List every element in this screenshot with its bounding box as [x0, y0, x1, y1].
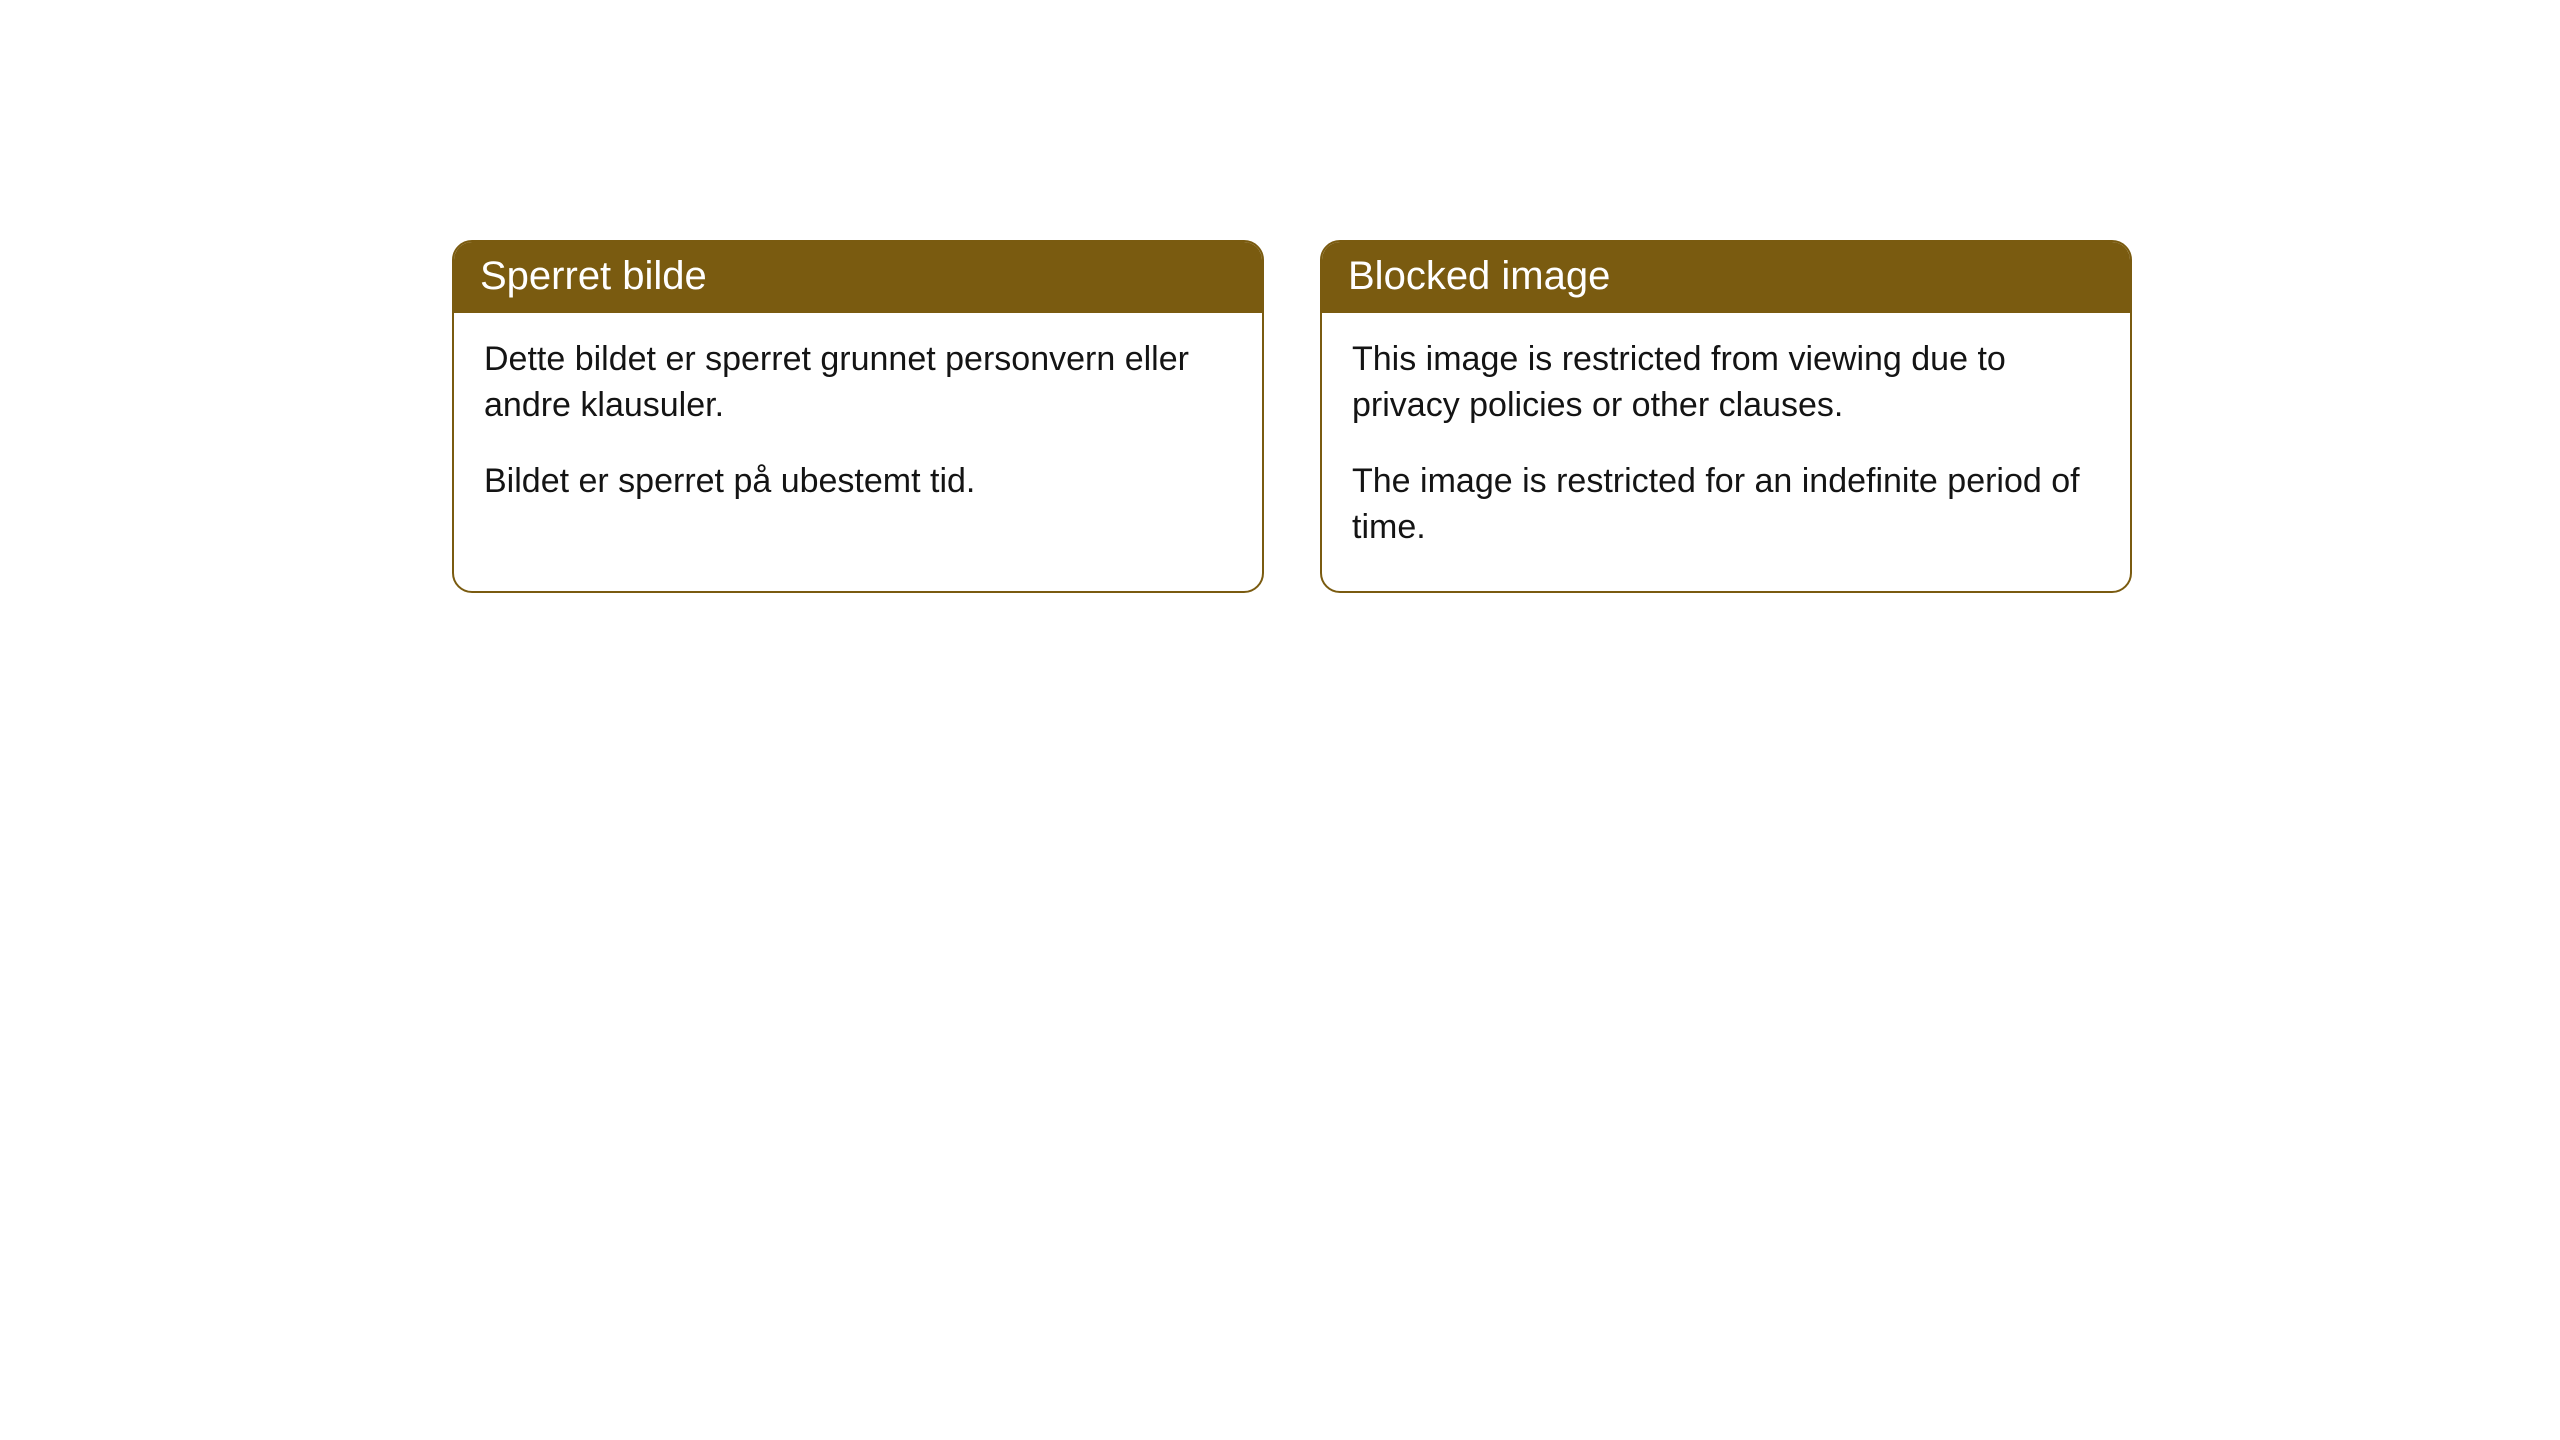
blocked-image-card-english: Blocked image This image is restricted f…	[1320, 240, 2132, 593]
card-paragraph: This image is restricted from viewing du…	[1352, 337, 2100, 429]
card-header-norwegian: Sperret bilde	[454, 242, 1262, 313]
card-paragraph: Dette bildet er sperret grunnet personve…	[484, 337, 1232, 429]
card-paragraph: The image is restricted for an indefinit…	[1352, 459, 2100, 551]
card-body-english: This image is restricted from viewing du…	[1322, 313, 2130, 591]
card-header-english: Blocked image	[1322, 242, 2130, 313]
card-body-norwegian: Dette bildet er sperret grunnet personve…	[454, 313, 1262, 545]
cards-container: Sperret bilde Dette bildet er sperret gr…	[0, 0, 2560, 593]
blocked-image-card-norwegian: Sperret bilde Dette bildet er sperret gr…	[452, 240, 1264, 593]
card-paragraph: Bildet er sperret på ubestemt tid.	[484, 459, 1232, 505]
